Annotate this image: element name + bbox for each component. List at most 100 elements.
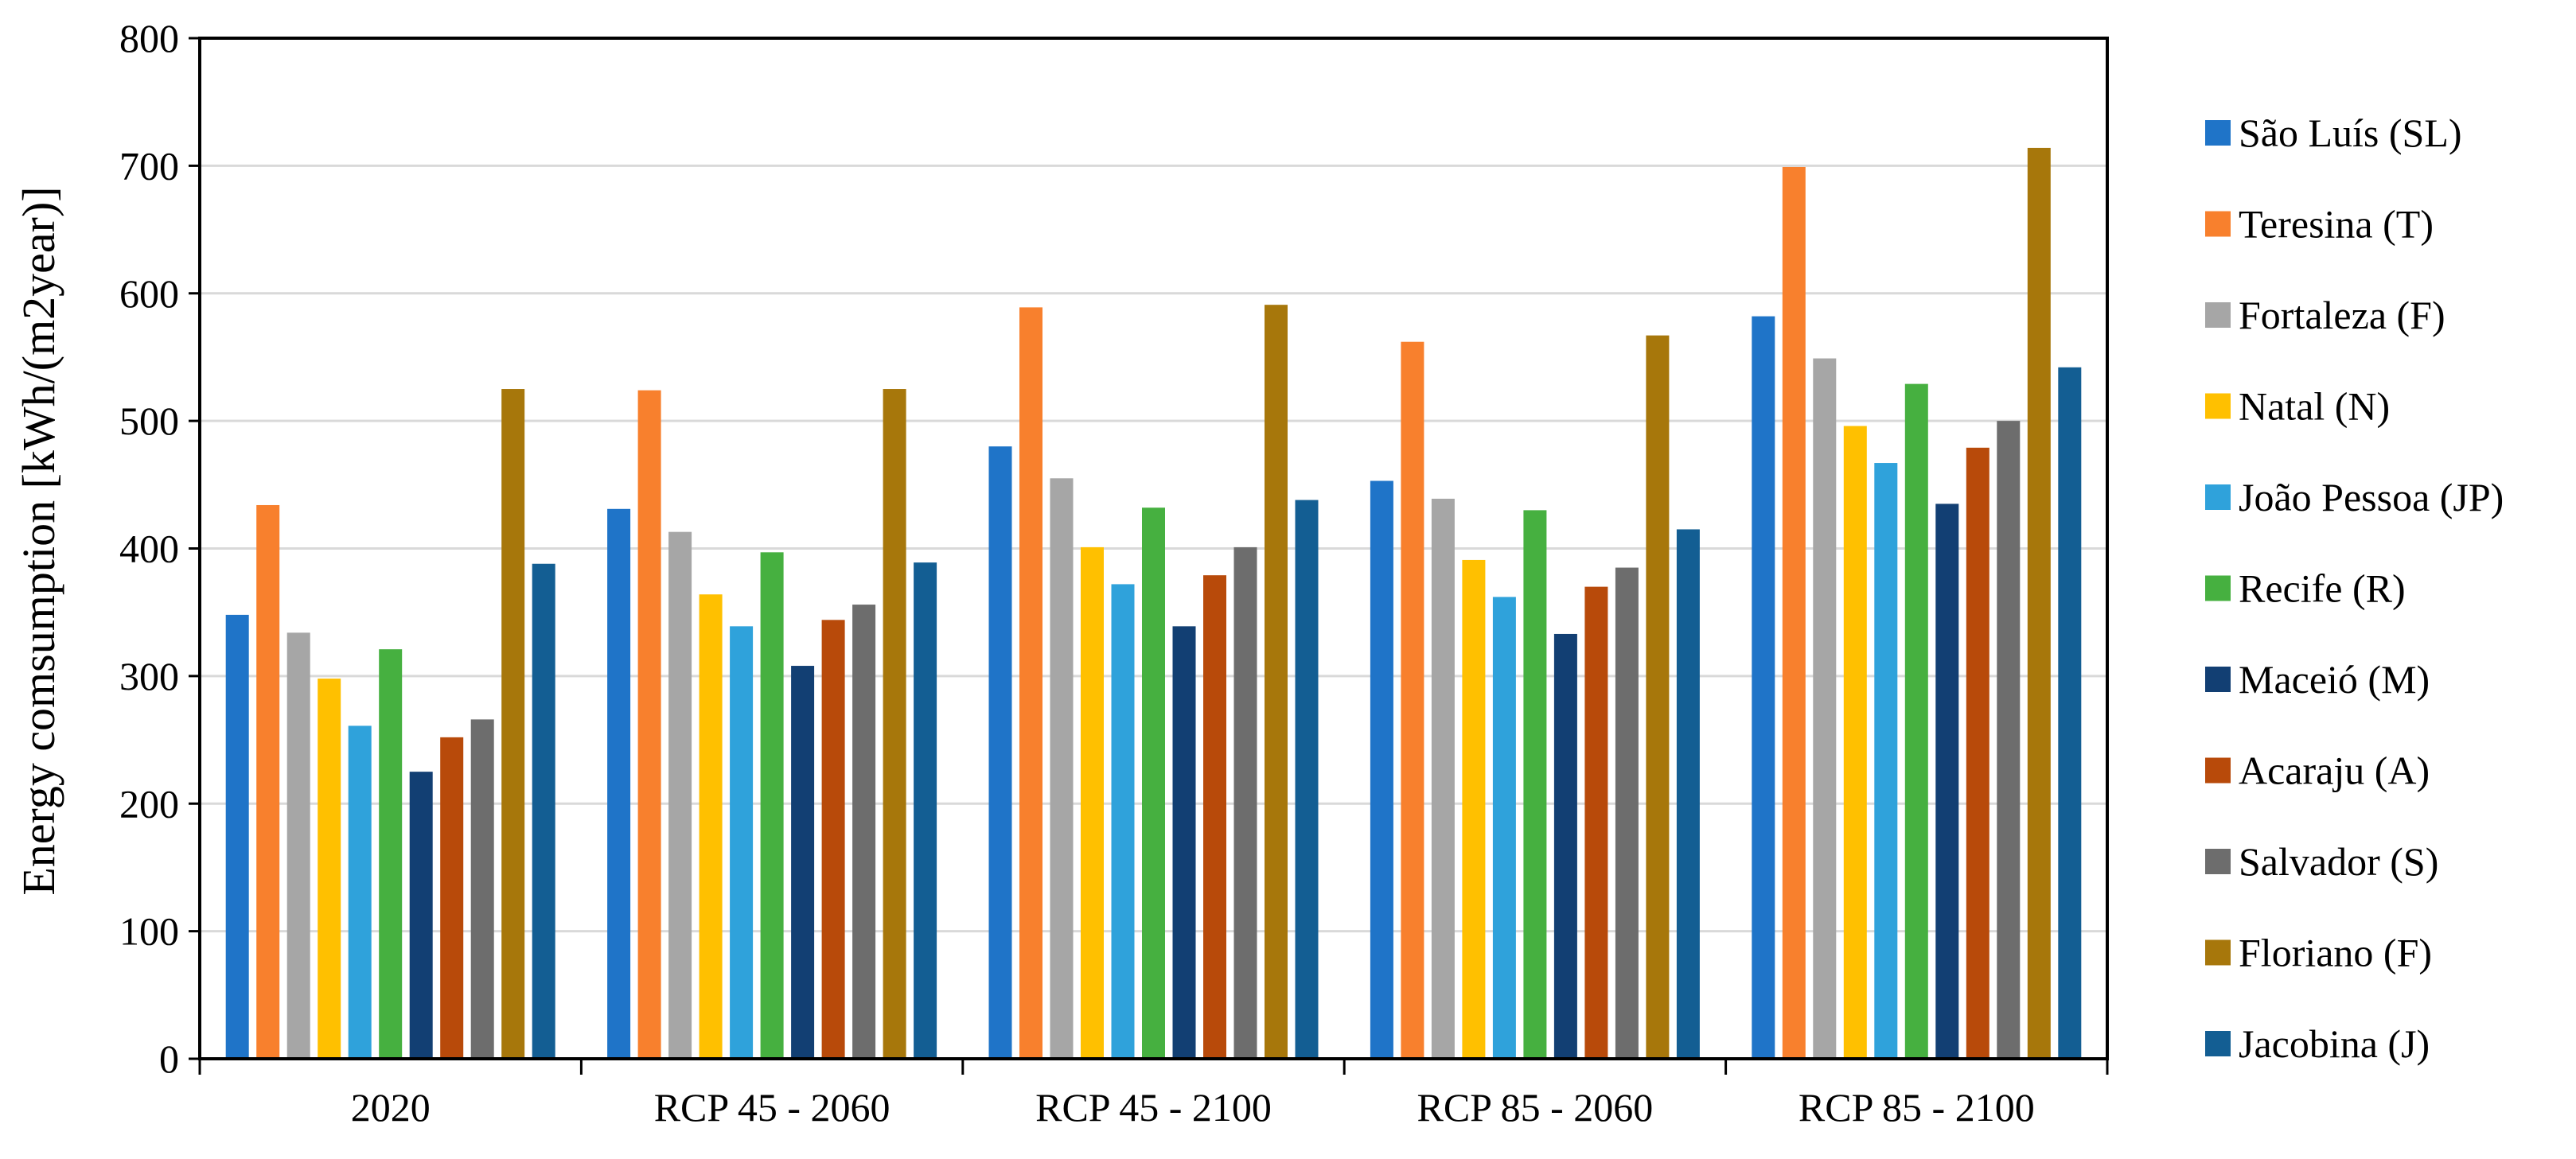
bar	[1172, 626, 1196, 1059]
bar	[1904, 383, 1928, 1060]
bar	[1782, 166, 1806, 1059]
legend-label: Maceió (M)	[2239, 657, 2430, 702]
x-tick-label: 2020	[351, 1085, 431, 1130]
bar	[1997, 421, 2021, 1059]
bar	[1203, 575, 1226, 1059]
y-axis-label: Energy comsumption [kWh/(m2year)]	[13, 186, 64, 895]
bar	[2027, 147, 2051, 1060]
bar	[1295, 500, 1319, 1059]
legend-swatch	[2205, 757, 2231, 784]
bar	[1111, 584, 1135, 1059]
bar	[1966, 447, 1989, 1059]
legend-label: Floriano (F)	[2239, 931, 2432, 975]
bar	[1752, 316, 1775, 1059]
bar	[348, 725, 372, 1059]
legend-label: São Luís (SL)	[2239, 111, 2462, 155]
legend-swatch	[2205, 575, 2231, 601]
legend-label: Acaraju (A)	[2239, 749, 2430, 793]
legend-swatch	[2205, 211, 2231, 237]
legend-label: Natal (N)	[2239, 384, 2390, 429]
bar	[1431, 498, 1455, 1059]
bar	[532, 563, 555, 1059]
bar	[637, 390, 661, 1059]
legend-swatch	[2205, 667, 2231, 692]
legend: São Luís (SL) Teresina (T) Fortaleza (F) Na…	[2205, 111, 2504, 1066]
bar	[1646, 335, 1670, 1060]
legend-swatch	[2205, 120, 2231, 146]
bar	[470, 719, 494, 1059]
bar	[883, 389, 906, 1059]
bar	[821, 620, 845, 1059]
bar	[852, 605, 876, 1059]
bar	[2058, 367, 2082, 1060]
legend-swatch	[2205, 302, 2231, 328]
bars	[225, 147, 2082, 1060]
bar	[1370, 480, 1393, 1059]
bar	[501, 389, 525, 1059]
legend-swatch	[2205, 939, 2231, 966]
bar	[1553, 633, 1577, 1059]
bar	[1081, 546, 1104, 1059]
axes	[189, 37, 2109, 1075]
bar	[988, 446, 1012, 1059]
legend-swatch	[2205, 484, 2231, 510]
bar	[1676, 529, 1700, 1059]
bar	[440, 737, 464, 1059]
legend-label: Fortaleza (F)	[2239, 293, 2445, 337]
y-tick-labels: 0 100 200 300 400 500 600 700 800	[119, 16, 179, 1081]
bar	[1492, 597, 1516, 1059]
legend-label: Jacobina (J)	[2239, 1021, 2430, 1066]
bar	[1462, 559, 1486, 1059]
y-tick-label: 200	[119, 781, 179, 826]
y-tick-label: 400	[119, 527, 179, 571]
bar	[1813, 358, 1837, 1059]
bar	[791, 666, 815, 1059]
bar	[256, 504, 280, 1059]
y-tick-label: 700	[119, 143, 179, 188]
bar	[409, 772, 433, 1059]
bar	[1233, 546, 1257, 1059]
bar	[1401, 341, 1424, 1059]
bar	[1142, 508, 1165, 1059]
y-tick-label: 300	[119, 654, 179, 698]
x-tick-label: RCP 85 - 2060	[1417, 1085, 1653, 1130]
bar	[668, 531, 692, 1059]
bar	[1843, 426, 1867, 1059]
legend-swatch	[2205, 393, 2231, 419]
bar	[1935, 504, 1959, 1059]
bar	[1050, 478, 1074, 1059]
bar	[1523, 510, 1547, 1059]
bar	[1874, 463, 1898, 1059]
x-tick-label: RCP 45 - 2060	[654, 1085, 890, 1130]
legend-swatch	[2205, 1031, 2231, 1056]
bar	[914, 562, 937, 1059]
y-tick-label: 500	[119, 399, 179, 443]
bar	[379, 649, 403, 1059]
y-tick-label: 100	[119, 909, 179, 954]
legend-label: Teresina (T)	[2239, 202, 2434, 247]
bar	[225, 614, 249, 1059]
bar	[1265, 305, 1288, 1060]
x-tick-label: RCP 85 - 2100	[1799, 1085, 2035, 1130]
legend-swatch	[2205, 849, 2231, 874]
x-tick-labels: 2020 RCP 45 - 2060 RCP 45 - 2100 RCP 85 - 2…	[351, 1085, 2035, 1130]
bar	[760, 552, 784, 1059]
bar	[699, 594, 723, 1059]
y-tick-label: 0	[159, 1036, 179, 1081]
bar	[1615, 567, 1639, 1059]
legend-label: João Pessoa (JP)	[2239, 475, 2504, 519]
x-tick-label: RCP 45 - 2100	[1035, 1085, 1272, 1130]
y-tick-label: 600	[119, 271, 179, 316]
bar	[730, 626, 754, 1059]
y-tick-label: 800	[119, 16, 179, 60]
plot-frame	[198, 37, 2109, 1060]
bar	[1019, 307, 1042, 1059]
bar	[1584, 586, 1608, 1059]
bar	[607, 508, 631, 1059]
legend-label: Salvador (S)	[2239, 839, 2438, 884]
bar	[286, 632, 310, 1059]
bar	[318, 679, 341, 1059]
legend-label: Recife (R)	[2239, 566, 2406, 611]
